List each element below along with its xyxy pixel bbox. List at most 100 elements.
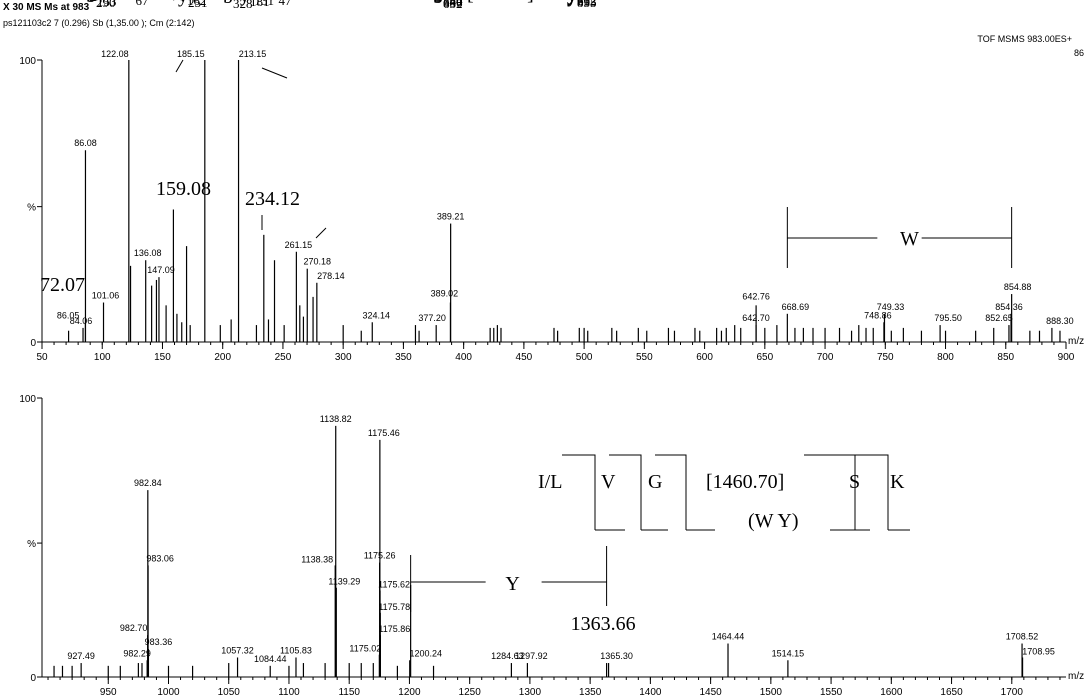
sequence-residue: I/L — [538, 471, 562, 493]
x-tick-label: 550 — [636, 352, 653, 363]
x-tick-label: 350 — [395, 352, 412, 363]
y-ion-label: y712 — [567, 0, 597, 8]
fragment-annotation: a153 — [88, 0, 116, 9]
x-tick-label: 1600 — [880, 687, 903, 698]
scan-parameters: ps121103c2 7 (0.296) Sb (1,35.00 ); Cm (… — [3, 18, 195, 28]
x-tick-label: 1500 — [760, 687, 783, 698]
peak-label: 389.21 — [437, 212, 465, 222]
peak-label: 854.36 — [995, 302, 1023, 312]
fragment-annotation: b290 — [86, 0, 116, 10]
fragment-annotation: I/L67 — [111, 0, 149, 8]
fragment-annotation: Y131 — [240, 0, 274, 8]
sequence-residue: (W Y) — [748, 510, 799, 532]
peak-label: 982.84 — [134, 478, 162, 488]
x-tick-label: 400 — [455, 352, 472, 363]
sequence-residue: V — [601, 471, 616, 493]
x-tick-label: 650 — [756, 352, 773, 363]
x-tick-label: 200 — [214, 352, 231, 363]
annotations-top: I/L67a153b290 W162 159.08 y251 234.12 b328Y13… — [40, 0, 1013, 296]
b-ion-label: b540 — [433, 0, 463, 9]
fragment-annotation: V47 — [264, 0, 292, 8]
peak-label: 1138.82 — [320, 414, 352, 424]
bracket-mass: 1363.66 — [571, 613, 636, 635]
y-tick-label: % — [27, 539, 36, 550]
peak-label: 668.69 — [782, 302, 810, 312]
peak-label: 888.30 — [1046, 316, 1074, 326]
peak-label: 1514.15 — [772, 648, 805, 658]
spectrum-panel-top: 0% 100 50 100 150 200 250 300 350 400 450 500 550 600… — [19, 49, 1084, 363]
peak-label: 86.08 — [74, 138, 97, 148]
x-tick-label: 1400 — [639, 687, 662, 698]
leader-line — [175, 59, 184, 73]
peak-label: 101.06 — [92, 291, 120, 301]
x-tick-label: 750 — [877, 352, 894, 363]
peak-label: 1464.44 — [712, 632, 745, 642]
leader-line — [315, 227, 327, 239]
b-ion-label: b632 — [433, 0, 463, 11]
peak-label: 749.33 — [877, 302, 905, 312]
x-tick-label: 100 — [94, 352, 111, 363]
peak-label: 1708.52 — [1006, 632, 1039, 642]
peak-label: 852.65 — [985, 313, 1013, 323]
y-ion-label: y893 — [567, 0, 597, 9]
peak-label: 982.70 — [120, 623, 148, 633]
b-ion-bracket — [804, 454, 856, 462]
annotations-bottom: [M+2H]90Y1363.66I/LVG[1460.70](W Y)SKb54… — [410, 0, 910, 635]
fragment-mass: 234.12 — [245, 188, 300, 210]
x-tick-label: 1200 — [398, 687, 421, 698]
x-tick-label: 1700 — [1001, 687, 1024, 698]
peak-label: 1297.92 — [515, 651, 548, 661]
sequence-residue: K — [890, 471, 905, 493]
scan-title: X 30 MS Ms at 983 — [3, 2, 90, 13]
peak-label: 795.50 — [934, 313, 962, 323]
b-ion-bracket — [655, 454, 687, 462]
peak-label: 642.70 — [742, 313, 770, 323]
bracket-label: Y — [505, 573, 519, 595]
peak-label: 389.02 — [431, 289, 459, 299]
b-ion-label: b784 — [433, 0, 463, 8]
peak-label: 86.05 — [57, 310, 80, 320]
y-tick-label: 0 — [30, 338, 36, 349]
peak-label: 854.88 — [1004, 282, 1032, 292]
x-tick-label: 1350 — [579, 687, 602, 698]
x-tick-label: 1100 — [278, 687, 300, 698]
sequence-residue: G — [648, 471, 662, 493]
b-ion-bracket — [609, 454, 642, 462]
b-ion-label: b830 — [433, 0, 463, 8]
peak-label: 324.14 — [362, 310, 390, 320]
peak-label: 748.86 — [864, 310, 892, 320]
x-axis-label: m/z — [1068, 671, 1084, 682]
peak-label: 122.08 — [101, 49, 129, 59]
peak-label: 927.49 — [67, 651, 95, 661]
peak-label: 84.06 — [70, 316, 93, 326]
peak-label: 642.76 — [742, 291, 770, 301]
peak-label: 136.08 — [134, 248, 162, 258]
x-tick-label: 950 — [100, 687, 117, 698]
peak-label: 1175.78 — [378, 602, 410, 612]
x-axis-label: m/z — [1068, 336, 1084, 347]
peak-label: 1175.62 — [378, 580, 410, 590]
peak-label: 278.14 — [317, 271, 345, 281]
x-tick-label: 1250 — [459, 687, 482, 698]
y-tick-label: 100 — [19, 394, 36, 405]
fragment-annotation: y251 — [178, 0, 208, 10]
b-ion-label: b586 — [433, 0, 463, 10]
bracket-label: W — [900, 228, 919, 250]
y-tick-label: 0 — [30, 673, 36, 684]
peak-label: 1175.46 — [368, 428, 400, 438]
sequence-residue: [1460.70] — [706, 471, 784, 493]
x-tick-label: 600 — [696, 352, 713, 363]
x-tick-label: 250 — [275, 352, 292, 363]
peak-label: 1284.63 — [491, 651, 524, 661]
peak-label: 983.06 — [146, 553, 174, 563]
spectrum-panel-bottom: 0% 100 950 1000 1050 1100 1150 1200 1250 1300 1350… — [19, 394, 1084, 698]
b-ion-bracket — [562, 454, 596, 462]
peak-label: 1175.26 — [364, 551, 396, 561]
peak-label: 261.15 — [285, 240, 313, 250]
peak-label: 147.09 — [147, 265, 175, 275]
x-tick-label: 50 — [36, 352, 48, 363]
instrument-label: TOF MSMS 983.00ES+ — [977, 34, 1072, 44]
y-tick-label: 100 — [19, 56, 36, 67]
